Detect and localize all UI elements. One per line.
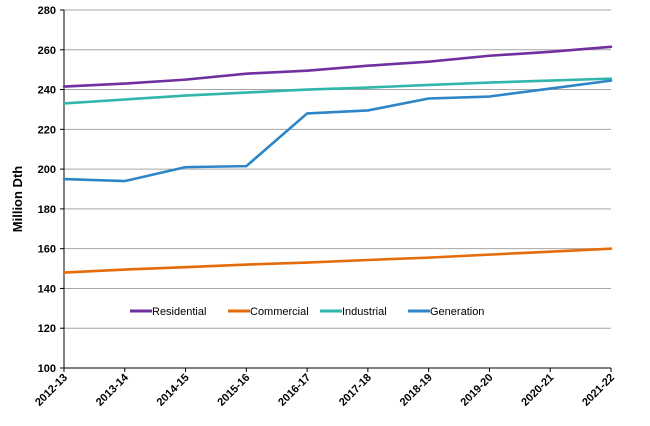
x-tick-label: 2014-15 — [155, 372, 192, 409]
series-line-commercial — [62, 247, 613, 274]
gridlines — [64, 9, 611, 329]
series-line-residential — [62, 45, 613, 88]
y-tick-label: 140 — [38, 283, 56, 295]
x-tick-label: 2019-20 — [459, 372, 496, 409]
axes: 100 120 140 160 180 200 220 240 260 280 2012-13 201… — [33, 5, 617, 409]
legend: Residential Commercial Industrial Generatio… — [130, 306, 484, 318]
x-tick-label: 2021-22 — [580, 372, 617, 409]
y-tick-label: 260 — [38, 45, 56, 57]
y-tick-label: 120 — [38, 323, 56, 335]
y-tick-label: 220 — [38, 124, 56, 136]
legend-label-industrial: Industrial — [342, 306, 387, 318]
x-tick-label: 2020-21 — [519, 372, 556, 409]
series-lines — [62, 45, 613, 274]
x-tick-label: 2018-19 — [398, 372, 435, 409]
y-tick-label: 180 — [38, 204, 56, 216]
x-tick-label: 2012-13 — [33, 372, 70, 409]
y-tick-label: 160 — [38, 244, 56, 256]
series-line-industrial — [62, 77, 613, 105]
y-tick-label: 280 — [38, 5, 56, 17]
x-tick-label: 2013-14 — [94, 371, 132, 409]
legend-label-commercial: Commercial — [250, 306, 309, 318]
y-axis-title: Million Dth — [10, 166, 25, 232]
series-line-generation — [62, 79, 613, 183]
x-tick-label: 2015-16 — [215, 372, 252, 409]
y-tick-label: 200 — [38, 164, 56, 176]
y-tick-label: 240 — [38, 85, 56, 97]
x-tick-label: 2016-17 — [276, 372, 313, 409]
legend-label-generation: Generation — [430, 306, 484, 318]
x-tick-label: 2017-18 — [337, 372, 374, 409]
legend-label-residential: Residential — [152, 306, 206, 318]
y-tick-label: 100 — [38, 363, 56, 375]
